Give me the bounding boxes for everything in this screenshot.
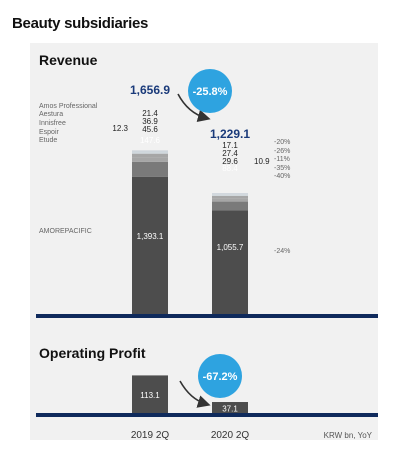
yoy-aestura: -26% [274, 148, 290, 155]
series-name-amorepacific: AMOREPACIFIC [39, 228, 92, 235]
series-name-aestura: Aestura [39, 111, 63, 118]
series-name-amos-professional: Amos Professional [39, 103, 98, 110]
profit-trend-arrow [179, 380, 211, 408]
revenue-bar-etude-0 [132, 157, 168, 162]
revenue-bar-amorepacific-1 [212, 210, 248, 316]
revenue-label-amorepacific-0: 1,393.1 [137, 232, 164, 241]
profit-bars: 113.1 37.1 [132, 375, 248, 415]
profit-bar-1 [212, 402, 248, 415]
revenue-badge-circle [188, 69, 232, 113]
revenue-bar-amos-professional-0 [132, 150, 168, 153]
revenue-bar-espoir-1 [212, 195, 248, 199]
yoy-etude: -35% [274, 165, 290, 172]
profit-badge-circle [198, 354, 242, 398]
revenue-bar-amorepacific-0 [132, 176, 168, 316]
revenue-label-amorepacific-1: 1,055.7 [217, 243, 244, 252]
unit-note: KRW bn, YoY [324, 431, 373, 440]
category-label-1: 2020 2Q [211, 430, 250, 440]
yoy-espoir: -11% [274, 156, 290, 163]
revenue-badge-text: -25.8% [193, 86, 228, 98]
revenue-label-amos-professional-1: 17.1 [222, 141, 238, 150]
page-title: Beauty subsidiaries [12, 15, 149, 32]
yoy-amos-professional: -20% [274, 139, 290, 146]
profit-bar-0 [132, 375, 168, 415]
revenue-bar-innisfree-0 [132, 161, 168, 177]
revenue-label-innisfree-0: 147.6 [140, 136, 161, 145]
revenue-bar-amos-professional-1 [212, 193, 248, 195]
yoy-innisfree: -40% [274, 173, 290, 180]
revenue-bar-innisfree-1 [212, 201, 248, 211]
profit-change-badge: -67.2% [198, 354, 242, 398]
series-name-espoir: Espoir [39, 129, 60, 136]
revenue-bar-espoir-0 [132, 153, 168, 158]
category-labels: 2019 2Q 2020 2Q [131, 430, 250, 440]
revenue-bars: 1,393.11,055.7147.688.445.629.636.927.41… [39, 103, 290, 316]
revenue-bar-aestura-0 [132, 152, 168, 154]
revenue-label-espoir-0: 36.9 [142, 117, 158, 126]
revenue-bar-etude-1 [212, 198, 248, 202]
category-label-0: 2019 2Q [131, 430, 170, 440]
revenue-label-espoir-1: 27.4 [222, 149, 238, 158]
profit-label-0: 113.1 [140, 391, 160, 400]
revenue-label-aestura-1: 10.9 [254, 157, 270, 166]
series-name-innisfree: Innisfree [39, 120, 66, 127]
revenue-total-2020: 1,229.1 [210, 127, 250, 141]
revenue-total-2019: 1,656.9 [130, 83, 170, 97]
revenue-trend-arrow [177, 93, 211, 123]
yoy-amorepacific: -24% [274, 248, 290, 255]
revenue-label-etude-1: 29.6 [222, 157, 238, 166]
beauty-subsidiaries-chart: Revenue 1,656.9 1,229.1 -25.8% 1,393.1 1,… [36, 52, 378, 440]
revenue-label-etude-0: 45.6 [142, 125, 158, 134]
profit-label-1: 37.1 [222, 405, 238, 414]
chart-panel: Revenue 1,656.9 1,229.1 -25.8% 1,393.1 1,… [30, 43, 378, 440]
revenue-change-badge: -25.8% [188, 69, 232, 113]
series-name-etude: Etude [39, 137, 57, 144]
revenue-bar-aestura-1 [212, 194, 248, 196]
profit-section-title: Operating Profit [39, 345, 146, 361]
revenue-label-innisfree-1: 88.4 [222, 164, 238, 173]
profit-badge-text: -67.2% [203, 371, 238, 383]
revenue-label-amos-professional-0: 21.4 [142, 109, 158, 118]
revenue-label-aestura-0: 12.3 [112, 124, 128, 133]
revenue-section-title: Revenue [39, 52, 98, 68]
